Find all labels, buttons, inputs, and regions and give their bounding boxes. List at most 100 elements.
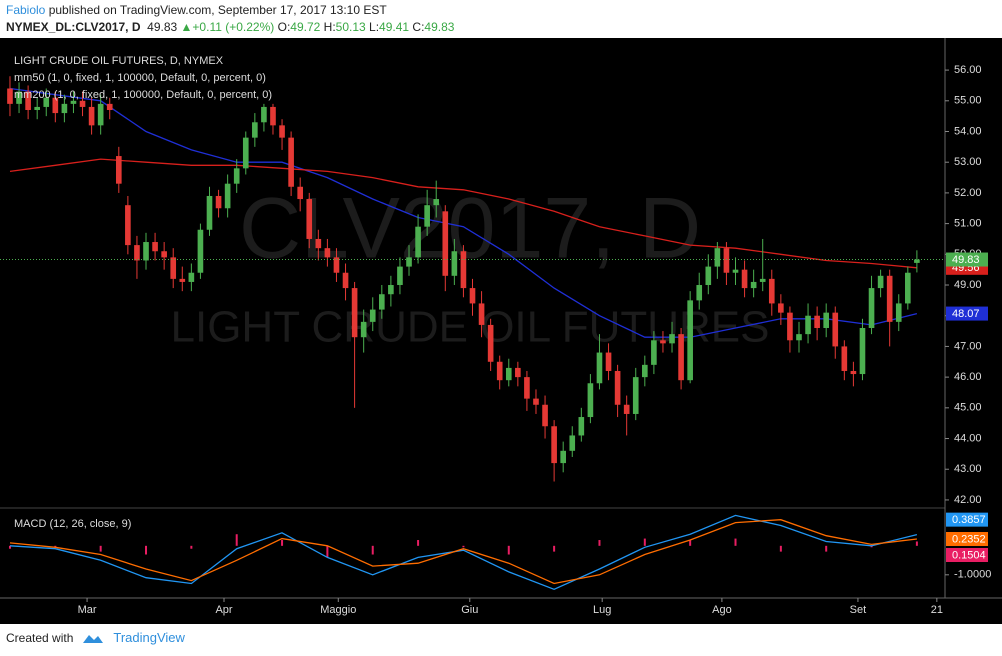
candle-body xyxy=(705,266,712,286)
histogram-bar xyxy=(99,545,102,552)
header: Fabiolo published on TradingView.com, Se… xyxy=(6,2,454,36)
last-price: 49.83 xyxy=(147,20,178,34)
candle-body xyxy=(288,137,294,187)
ohlc-value: 49.41 xyxy=(379,20,410,34)
y-tick-label: 47.00 xyxy=(954,340,982,352)
candle-body xyxy=(134,245,140,261)
histogram-bar xyxy=(235,534,238,546)
x-tick-label: Lug xyxy=(593,604,611,616)
price-tag-bg xyxy=(946,306,988,321)
candle-body xyxy=(170,257,177,279)
change: +0.11 (+0.22%) xyxy=(192,20,275,34)
candle-body xyxy=(315,238,322,249)
up-arrow: ▲ xyxy=(180,20,193,34)
candle-body xyxy=(206,195,213,230)
candle-body xyxy=(378,294,385,310)
y-tick-label: 43.00 xyxy=(954,463,982,475)
candle-body xyxy=(261,106,267,123)
candle-body xyxy=(460,251,467,289)
symbol-line: NYMEX_DL:CLV2017, D 49.83 ▲+0.11 (+0.22%… xyxy=(6,19,454,36)
candle-body xyxy=(723,248,730,273)
histogram-bar xyxy=(190,545,193,549)
ohlc-label: C: xyxy=(412,20,425,34)
watermark: LIGHT CRUDE OIL FUTURES xyxy=(171,303,770,352)
y-tick-label: 44.00 xyxy=(954,432,982,444)
candle-body xyxy=(242,137,249,169)
pane-title: MACD (12, 26, close, 9) xyxy=(14,518,131,530)
candle-body xyxy=(70,100,77,104)
candle-body xyxy=(34,106,40,111)
ohlc-value: 49.72 xyxy=(290,20,321,34)
candle-body xyxy=(388,285,394,295)
candle-body xyxy=(669,334,675,344)
candle-body xyxy=(533,398,539,405)
candle-body xyxy=(805,315,811,335)
candle-body xyxy=(814,315,820,328)
candle-body xyxy=(651,340,657,365)
candle-body xyxy=(233,168,240,184)
histogram-bar xyxy=(643,538,646,546)
candle-body xyxy=(25,91,31,111)
candle-body xyxy=(188,272,195,282)
candle-body xyxy=(297,186,303,200)
histogram-bar xyxy=(417,540,420,546)
histogram-bar xyxy=(54,545,57,548)
y-tick-label: 46.00 xyxy=(954,371,982,383)
histogram-bar xyxy=(870,545,873,548)
candle-body xyxy=(841,346,848,371)
candle-body xyxy=(270,106,276,126)
indicator-tag-bg xyxy=(946,531,988,546)
candle-body xyxy=(152,242,158,252)
candle-body xyxy=(832,312,839,347)
ohlc-label: L: xyxy=(369,20,380,34)
candle-body xyxy=(451,251,458,276)
candle-body xyxy=(515,367,521,378)
y-tick-label: 52.00 xyxy=(954,187,982,199)
candle-body xyxy=(397,266,403,286)
legend-entry: mm200 (1, 0, fixed, 1, 100000, Default, … xyxy=(14,89,272,101)
x-tick-label: 21 xyxy=(931,604,943,616)
histogram-bar xyxy=(598,540,601,546)
candle-body xyxy=(424,205,430,227)
pane-title: LIGHT CRUDE OIL FUTURES, D, NYMEX xyxy=(14,55,224,67)
histogram-bar xyxy=(507,545,510,555)
author[interactable]: Fabiolo xyxy=(6,3,46,17)
ohlc-value: 49.83 xyxy=(424,20,455,34)
candle-body xyxy=(605,352,612,371)
histogram-bar xyxy=(553,545,556,552)
ohlc-value: 50.13 xyxy=(335,20,366,34)
brand[interactable]: TradingView xyxy=(113,630,185,645)
histogram-bar xyxy=(281,540,284,546)
y-tick-label: -1.0000 xyxy=(954,569,991,581)
candle-body xyxy=(560,450,567,464)
candle-body xyxy=(179,278,186,282)
ohlc-label: O: xyxy=(277,20,291,34)
candle-body xyxy=(759,278,766,282)
candle-body xyxy=(569,435,576,451)
candle-body xyxy=(614,370,621,405)
candle-body xyxy=(496,361,503,381)
candle-body xyxy=(88,106,95,126)
y-tick-label: 55.00 xyxy=(954,95,982,107)
histogram-bar xyxy=(371,545,374,555)
x-tick-label: Apr xyxy=(215,604,232,616)
y-tick-label: 51.00 xyxy=(954,218,982,230)
candle-body xyxy=(161,251,167,258)
histogram-bar xyxy=(734,538,737,546)
candle-body xyxy=(351,288,358,338)
candle-body xyxy=(487,324,494,362)
candle-body xyxy=(197,229,204,273)
candle-body xyxy=(478,303,485,325)
histogram-bar xyxy=(825,545,828,552)
candle-body xyxy=(125,205,131,246)
histogram-bar xyxy=(689,540,692,546)
candle-body xyxy=(106,103,113,111)
histogram-bar xyxy=(915,541,918,546)
candle-body xyxy=(551,426,557,464)
candle-body xyxy=(469,288,476,304)
histogram-bar xyxy=(8,545,11,549)
candle-body xyxy=(859,327,866,375)
candle-body xyxy=(850,370,857,375)
